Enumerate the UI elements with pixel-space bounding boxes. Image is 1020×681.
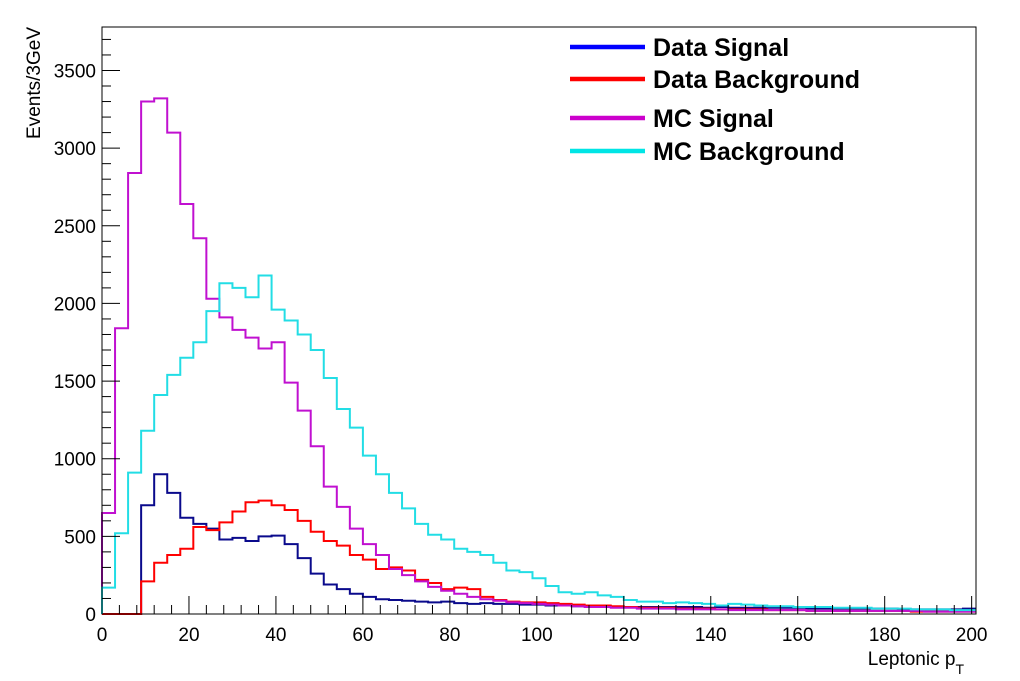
y-tick-label: 0	[85, 605, 96, 626]
x-tick-label: 60	[352, 625, 373, 646]
legend-item: Data Signal	[570, 34, 789, 62]
legend-item: MC Signal	[570, 105, 774, 133]
x-tick-label: 100	[521, 625, 553, 646]
series-line-data-background	[102, 499, 976, 615]
y-tick-label: 3000	[54, 139, 96, 160]
y-tick-label: 2000	[54, 294, 96, 315]
legend-label: MC Signal	[653, 105, 774, 133]
legend-item: MC Background	[570, 138, 845, 166]
x-axis-title-subscript: T	[955, 661, 964, 677]
series-line-data-signal	[102, 473, 976, 615]
legend-label: MC Background	[653, 138, 845, 166]
legend-label: Data Signal	[653, 34, 789, 62]
x-axis-title: Leptonic pT	[868, 649, 965, 677]
y-tick-label: 1000	[54, 450, 96, 471]
legend-item: Data Background	[570, 66, 860, 94]
y-axis-title: Events/3GeV	[24, 27, 45, 139]
y-tick-label: 2500	[54, 217, 96, 238]
y-tick-label: 500	[64, 527, 96, 548]
x-tick-label: 40	[265, 625, 286, 646]
plot-frame	[101, 26, 977, 615]
series-line-mc-signal	[101, 97, 976, 614]
y-tick-label: 3500	[54, 61, 96, 82]
x-tick-label: 140	[695, 625, 727, 646]
y-axis: 0 500 1000 1500 2000 2500 3000 3500	[54, 38, 120, 626]
series-layer	[101, 97, 976, 615]
legend-label: Data Background	[653, 66, 860, 94]
series-line-mc-background	[101, 274, 976, 614]
x-tick-label: 180	[869, 625, 901, 646]
x-tick-label: 20	[178, 625, 199, 646]
legend: Data Signal Data Background MC Signal MC Ba…	[570, 34, 860, 166]
x-tick-label: 120	[608, 625, 640, 646]
x-tick-label: 80	[439, 625, 460, 646]
x-axis: 0 20 40 60 80 100 120 140 160 180 200	[97, 596, 988, 646]
x-axis-title-main: Leptonic p	[868, 649, 956, 670]
x-tick-label: 0	[97, 625, 108, 646]
x-tick-label: 200	[956, 625, 988, 646]
x-tick-label: 160	[782, 625, 814, 646]
y-tick-label: 1500	[54, 372, 96, 393]
